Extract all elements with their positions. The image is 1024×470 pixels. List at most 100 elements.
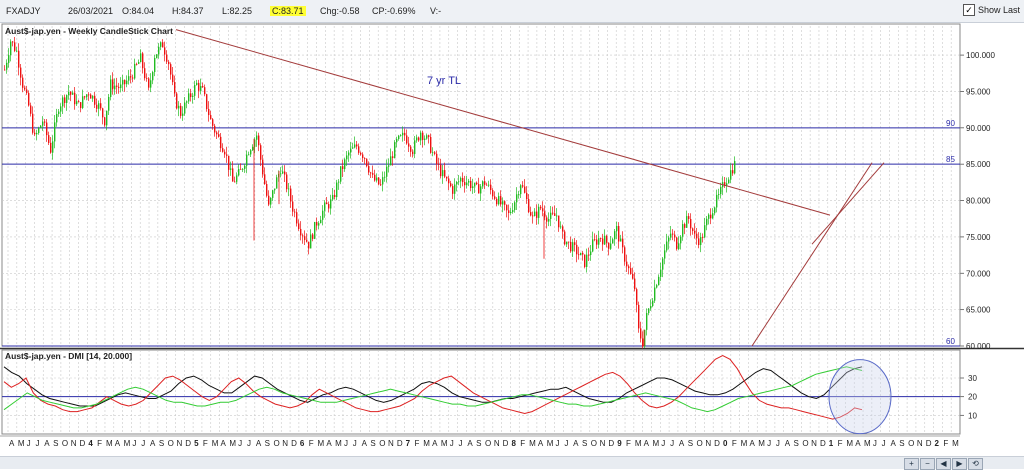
candle-body (46, 122, 48, 136)
volume-value: V:- (430, 6, 442, 16)
candle-body (442, 170, 444, 177)
candle-body (38, 127, 40, 133)
candle-body (618, 226, 620, 242)
candle-body (90, 94, 92, 99)
candle-body (418, 137, 420, 141)
x-tick-label: S (794, 439, 799, 448)
candle-body (728, 179, 730, 184)
candle-body (430, 136, 432, 153)
candle-body (198, 82, 200, 91)
candle-body (246, 154, 248, 166)
candle-body (396, 139, 398, 143)
price-panel: 100.000 95.000 90.000 85.000 80.000 75.000 70.… (2, 26, 995, 351)
dmi-y-tick-label: 10 (968, 411, 977, 420)
dmi-panel: Aust$-jap.yen - DMI [14, 20.000] 30 20 10 (2, 351, 977, 435)
candle-body (40, 125, 42, 128)
x-tick-label: M (441, 439, 448, 448)
x-tick-label: 2 (935, 439, 940, 448)
candle-body (382, 177, 384, 185)
candle-body (686, 216, 688, 228)
candle-body (608, 242, 610, 249)
candle-body (152, 72, 154, 81)
x-tick-label: F (732, 439, 737, 448)
candle-body (282, 171, 284, 174)
x-tick-label: S (53, 439, 58, 448)
candle-body (76, 101, 78, 105)
candle-body (222, 148, 224, 152)
candle-body (678, 243, 680, 250)
candle-body (726, 183, 728, 186)
zoom-out-button[interactable]: − (920, 458, 935, 470)
candle-body (680, 236, 682, 244)
scroll-right-button[interactable]: ▶ (952, 458, 967, 470)
x-tick-label: N (705, 439, 711, 448)
candle-body (172, 74, 174, 83)
candle-body (94, 95, 96, 105)
candle-body (120, 84, 122, 89)
candle-body (96, 104, 98, 109)
candle-body (22, 77, 24, 88)
candle-body (162, 42, 164, 48)
level-label-60: 60 (946, 337, 955, 346)
candle-body (676, 237, 678, 250)
x-tick-label: J (564, 439, 568, 448)
candle-body (340, 166, 342, 182)
candle-body (522, 185, 524, 187)
candle-body (546, 217, 548, 222)
candle-body (622, 238, 624, 248)
x-tick-label: A (44, 439, 50, 448)
price-y-tick-label: 100.000 (966, 51, 995, 60)
candle-body (178, 105, 180, 109)
low-value: L:82.25 (222, 6, 253, 16)
candle-body (646, 313, 648, 330)
candle-body (334, 195, 336, 198)
candle-body (688, 216, 690, 219)
candle-body (156, 54, 158, 58)
show-last-checkbox[interactable]: ✓ (962, 4, 975, 16)
candle-body (296, 212, 298, 224)
price-y-tick-label: 90.000 (966, 124, 991, 133)
x-tick-label: A (644, 439, 650, 448)
candle-body (234, 181, 236, 183)
candle-body (344, 159, 346, 170)
scroll-bar[interactable]: + − ◀ ▶ ⟲ (0, 456, 1024, 470)
candle-body (380, 184, 382, 186)
x-tick-label: S (582, 439, 587, 448)
x-tick-label: F (838, 439, 843, 448)
candle-body (544, 211, 546, 218)
reset-view-button[interactable]: ⟲ (968, 458, 983, 470)
x-tick-label: A (432, 439, 438, 448)
candle-body (300, 228, 302, 236)
candle-body (452, 186, 454, 194)
candle-body (324, 202, 326, 211)
candle-body (518, 194, 520, 195)
x-tick-label: D (608, 439, 614, 448)
candle-body (56, 114, 58, 123)
dmi-series-line (3, 366, 863, 407)
candle-body (298, 223, 300, 229)
x-tick-label: J (132, 439, 136, 448)
zoom-in-button[interactable]: + (904, 458, 919, 470)
candle-body (486, 184, 488, 186)
show-last-toggle[interactable]: ✓ Show Last (962, 4, 1020, 16)
x-tick-label: A (221, 439, 227, 448)
x-tick-label: F (520, 439, 525, 448)
candle-body (702, 237, 704, 238)
candle-body (536, 211, 538, 218)
x-tick-label: 7 (406, 439, 411, 448)
candle-body (454, 184, 456, 194)
candle-body (74, 92, 76, 105)
x-tick-label: 0 (723, 439, 728, 448)
x-tick-label: J (353, 439, 357, 448)
candle-body (160, 42, 162, 47)
candle-body (734, 161, 736, 174)
x-tick-label: O (62, 439, 68, 448)
candle-body (428, 135, 430, 137)
candle-body (480, 186, 482, 194)
scroll-left-button[interactable]: ◀ (936, 458, 951, 470)
candle-body (460, 177, 462, 182)
candle-body (128, 76, 130, 81)
trendline-annotation: 7 yr TL (427, 75, 461, 87)
candle-body (148, 78, 150, 88)
